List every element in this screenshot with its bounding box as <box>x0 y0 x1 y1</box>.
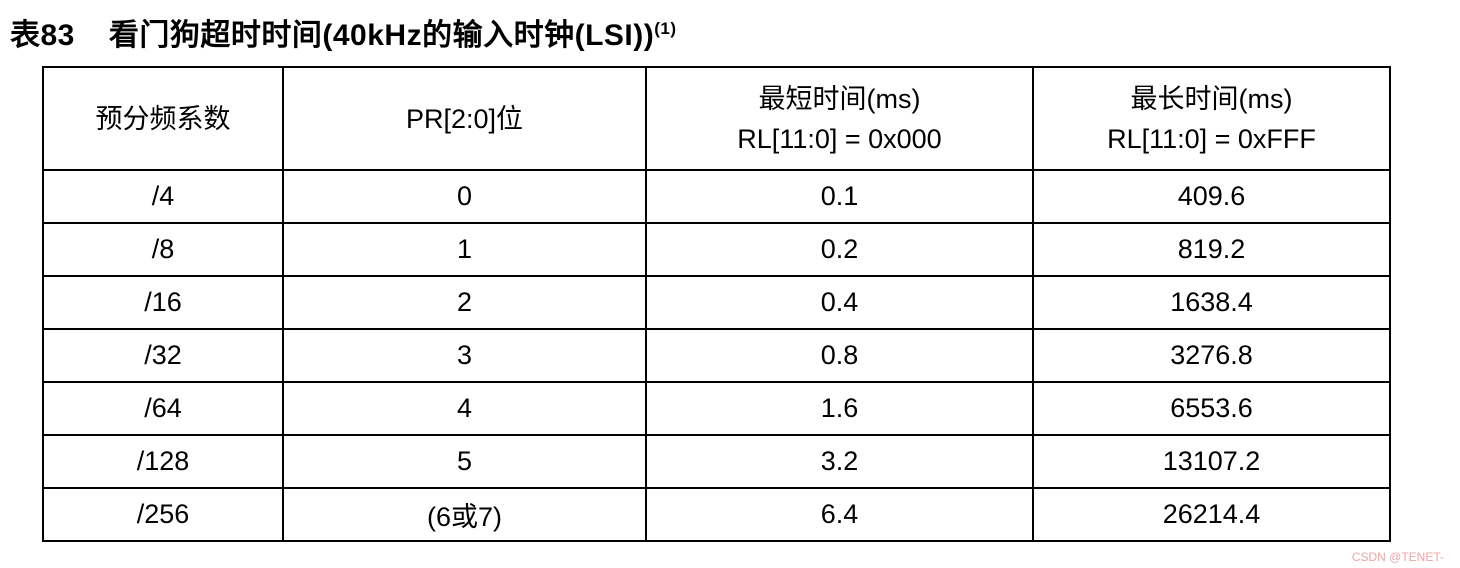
cell-pr-bits: 3 <box>282 328 647 383</box>
cell-prescaler: /64 <box>42 381 284 436</box>
cell-max-ms: 26214.4 <box>1032 487 1391 542</box>
table-row: /4 0 0.1 409.6 <box>42 169 1391 224</box>
cell-pr-bits: 5 <box>282 434 647 489</box>
cell-min-ms: 0.8 <box>645 328 1034 383</box>
cell-prescaler: /128 <box>42 434 284 489</box>
table-caption: 表83 看门狗超时时间(40kHz的输入时钟(LSI))(1) <box>0 0 1460 54</box>
header-max-time-line1: 最长时间(ms) <box>1130 83 1293 114</box>
cell-pr-bits: 4 <box>282 381 647 436</box>
header-min-time-line1: 最短时间(ms) <box>758 83 921 114</box>
cell-max-ms: 3276.8 <box>1032 328 1391 383</box>
header-min-time-line2: RL[11:0] = 0x000 <box>737 123 942 154</box>
cell-max-ms: 6553.6 <box>1032 381 1391 436</box>
watchdog-timeout-table: 预分频系数 PR[2:0]位 最短时间(ms) RL[11:0] = 0x000… <box>42 66 1391 542</box>
cell-min-ms: 0.4 <box>645 275 1034 330</box>
header-min-time: 最短时间(ms) RL[11:0] = 0x000 <box>645 66 1034 171</box>
header-prescaler-label: 预分频系数 <box>95 103 231 134</box>
table-row: /8 1 0.2 819.2 <box>42 222 1391 277</box>
watermark: CSDN @TENET- <box>1351 550 1444 564</box>
cell-prescaler: /16 <box>42 275 284 330</box>
cell-min-ms: 3.2 <box>645 434 1034 489</box>
table-row: /64 4 1.6 6553.6 <box>42 381 1391 436</box>
cell-prescaler: /8 <box>42 222 284 277</box>
header-row: 预分频系数 PR[2:0]位 最短时间(ms) RL[11:0] = 0x000… <box>42 66 1391 171</box>
cell-pr-bits: (6或7) <box>282 487 647 542</box>
cell-max-ms: 1638.4 <box>1032 275 1391 330</box>
table-row: /16 2 0.4 1638.4 <box>42 275 1391 330</box>
cell-min-ms: 6.4 <box>645 487 1034 542</box>
cell-prescaler: /256 <box>42 487 284 542</box>
cell-min-ms: 0.1 <box>645 169 1034 224</box>
table-row: /32 3 0.8 3276.8 <box>42 328 1391 383</box>
header-max-time-line2: RL[11:0] = 0xFFF <box>1107 123 1316 154</box>
table-row: /256 (6或7) 6.4 26214.4 <box>42 487 1391 542</box>
cell-max-ms: 13107.2 <box>1032 434 1391 489</box>
cell-pr-bits: 2 <box>282 275 647 330</box>
header-pr-bits-label: PR[2:0]位 <box>405 103 524 134</box>
cell-max-ms: 409.6 <box>1032 169 1391 224</box>
header-prescaler: 预分频系数 <box>42 66 284 171</box>
footnote-marker: (1) <box>654 19 677 38</box>
cell-max-ms: 819.2 <box>1032 222 1391 277</box>
header-max-time: 最长时间(ms) RL[11:0] = 0xFFF <box>1032 66 1391 171</box>
header-pr-bits: PR[2:0]位 <box>282 66 647 171</box>
table-row: /128 5 3.2 13107.2 <box>42 434 1391 489</box>
cell-pr-bits: 0 <box>282 169 647 224</box>
cell-prescaler: /32 <box>42 328 284 383</box>
cell-min-ms: 1.6 <box>645 381 1034 436</box>
cell-prescaler: /4 <box>42 169 284 224</box>
cell-min-ms: 0.2 <box>645 222 1034 277</box>
cell-pr-bits: 1 <box>282 222 647 277</box>
table-number: 表83 <box>10 19 75 52</box>
table-title: 看门狗超时时间(40kHz的输入时钟(LSI)) <box>108 19 655 52</box>
